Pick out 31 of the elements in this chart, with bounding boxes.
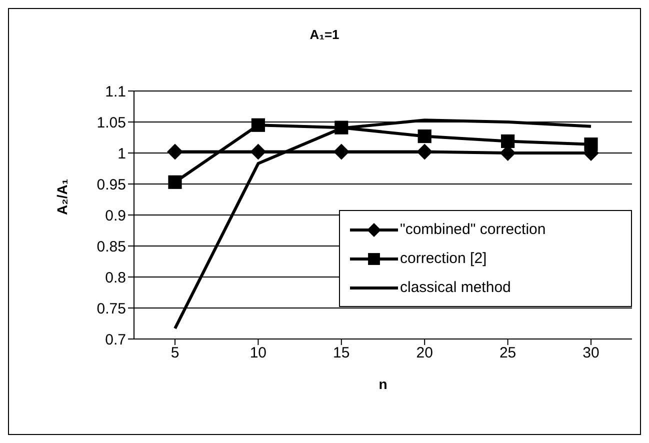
point [168, 175, 182, 189]
point [250, 144, 266, 160]
y-tick-label: 1.1 [105, 83, 126, 100]
x-tick-label: 25 [499, 344, 516, 362]
point [167, 144, 183, 160]
legend-label: "combined" correction [400, 221, 546, 238]
x-tick-label: 10 [250, 344, 267, 362]
x-axis-title: n [378, 376, 388, 392]
point [334, 120, 348, 134]
chart-title: A₁=1 [308, 27, 340, 42]
y-tick-label: 0.7 [105, 331, 126, 348]
y-tick-label: 1.05 [96, 114, 126, 132]
point [501, 134, 515, 148]
y-tick-label: 0.8 [105, 269, 126, 286]
y-tick-label: 0.75 [96, 300, 126, 318]
point [333, 144, 350, 160]
y-tick-label: 0.9 [105, 207, 126, 224]
y-axis-title: A₂/A₁ [54, 178, 70, 215]
y-tick-label: 0.85 [96, 238, 126, 256]
x-tick-label: 5 [170, 344, 180, 362]
x-tick-label: 15 [333, 344, 350, 362]
point [416, 144, 433, 160]
point [584, 138, 598, 152]
y-tick-label: 0.95 [96, 176, 126, 194]
y-tick-label: 1 [118, 145, 126, 162]
x-tick-label: 30 [582, 344, 600, 362]
legend-label: classical method [400, 279, 511, 296]
point [418, 129, 432, 144]
x-tick-label: 20 [416, 344, 433, 362]
legend-label: correction [2] [400, 250, 487, 267]
point [251, 118, 265, 132]
